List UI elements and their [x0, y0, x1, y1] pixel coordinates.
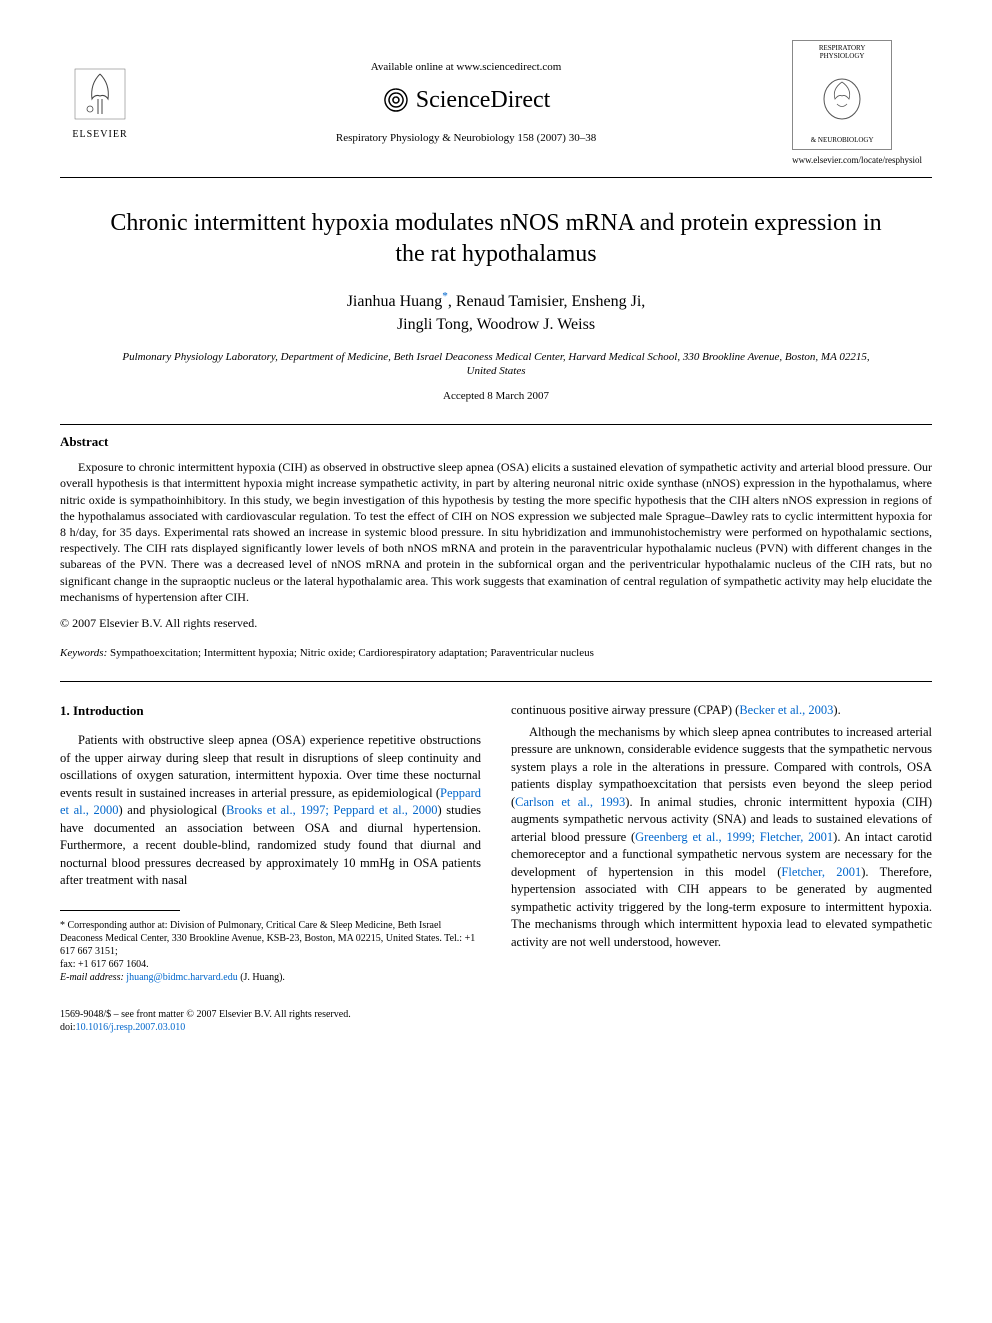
left-column: 1. Introduction Patients with obstructiv… [60, 702, 481, 1034]
authors-list: Jianhua Huang*, Renaud Tamisier, Ensheng… [60, 290, 932, 336]
publisher-name: ELSEVIER [72, 128, 127, 142]
p2-text-b: ). [833, 703, 840, 717]
intro-p1: Patients with obstructive sleep apnea (O… [60, 732, 481, 890]
email-suffix: (J. Huang). [240, 972, 285, 983]
ref-link-fletcher-2001[interactable]: Fletcher, 2001 [781, 865, 861, 879]
p2-text-a: continuous positive airway pressure (CPA… [511, 703, 739, 717]
elsevier-logo: ELSEVIER [60, 58, 140, 148]
journal-url: www.elsevier.com/locate/resphysiol [792, 154, 922, 167]
article-title: Chronic intermittent hypoxia modulates n… [100, 208, 892, 270]
corresponding-author-footnote: * Corresponding author at: Division of P… [60, 919, 481, 984]
email-link[interactable]: jhuang@bidmc.harvard.edu [126, 972, 237, 983]
journal-cover-logo: RESPIRATORY PHYSIOLOGY & NEUROBIOLOGY [792, 40, 892, 150]
issn-line: 1569-9048/$ – see front matter © 2007 El… [60, 1008, 481, 1021]
abstract-heading: Abstract [60, 433, 932, 451]
keywords-text: Sympathoexcitation; Intermittent hypoxia… [110, 647, 594, 659]
footnote-corresp: * Corresponding author at: Division of P… [60, 920, 475, 957]
abstract-body: Exposure to chronic intermittent hypoxia… [60, 460, 932, 604]
keywords-divider [60, 681, 932, 682]
sciencedirect-logo: ScienceDirect [140, 84, 792, 118]
footnote-separator [60, 910, 180, 911]
email-label: E-mail address: [60, 972, 124, 983]
authors-text: Jianhua Huang*, Renaud Tamisier, Ensheng… [347, 293, 646, 332]
intro-p2: continuous positive airway pressure (CPA… [511, 702, 932, 720]
header-row: ELSEVIER Available online at www.science… [60, 40, 932, 167]
body-columns: 1. Introduction Patients with obstructiv… [60, 702, 932, 1034]
affiliation: Pulmonary Physiology Laboratory, Departm… [120, 350, 872, 379]
doi-line: doi:10.1016/j.resp.2007.03.010 [60, 1021, 481, 1034]
ref-link-greenberg-1999[interactable]: Greenberg et al., 1999; Fletcher, 2001 [635, 830, 833, 844]
intro-p3: Although the mechanisms by which sleep a… [511, 724, 932, 952]
intro-heading: 1. Introduction [60, 702, 481, 720]
doi-link[interactable]: 10.1016/j.resp.2007.03.010 [76, 1022, 186, 1033]
journal-reference: Respiratory Physiology & Neurobiology 15… [140, 131, 792, 146]
sciencedirect-text: ScienceDirect [416, 84, 551, 118]
abstract-copyright: © 2007 Elsevier B.V. All rights reserved… [60, 615, 932, 632]
sd-swirl-icon [382, 86, 410, 114]
journal-logo-title-bottom: & NEUROBIOLOGY [811, 137, 874, 145]
keywords-label: Keywords: [60, 647, 107, 659]
footnote-fax: fax: +1 617 667 1604. [60, 959, 149, 970]
accepted-date: Accepted 8 March 2007 [60, 389, 932, 404]
right-column: continuous positive airway pressure (CPA… [511, 702, 932, 1034]
abstract-text: Exposure to chronic intermittent hypoxia… [60, 459, 932, 605]
doi-label: doi: [60, 1022, 76, 1033]
elsevier-tree-icon [70, 64, 130, 124]
ref-link-brooks-1997[interactable]: Brooks et al., 1997; Peppard et al., 200… [226, 803, 437, 817]
journal-logo-container: RESPIRATORY PHYSIOLOGY & NEUROBIOLOGY ww… [792, 40, 932, 167]
footer-info: 1569-9048/$ – see front matter © 2007 El… [60, 1008, 481, 1034]
center-header: Available online at www.sciencedirect.co… [140, 60, 792, 146]
p1-text-b: ) and physiological ( [119, 803, 227, 817]
journal-logo-title-top: RESPIRATORY PHYSIOLOGY [797, 45, 887, 60]
available-online-text: Available online at www.sciencedirect.co… [140, 60, 792, 75]
keywords-line: Keywords: Sympathoexcitation; Intermitte… [60, 646, 932, 661]
ref-link-becker-2003[interactable]: Becker et al., 2003 [739, 703, 833, 717]
abstract-top-divider [60, 424, 932, 425]
p1-text-a: Patients with obstructive sleep apnea (O… [60, 733, 481, 800]
ref-link-carlson-1993[interactable]: Carlson et al., 1993 [515, 795, 625, 809]
brain-icon [817, 74, 867, 124]
header-divider [60, 177, 932, 178]
